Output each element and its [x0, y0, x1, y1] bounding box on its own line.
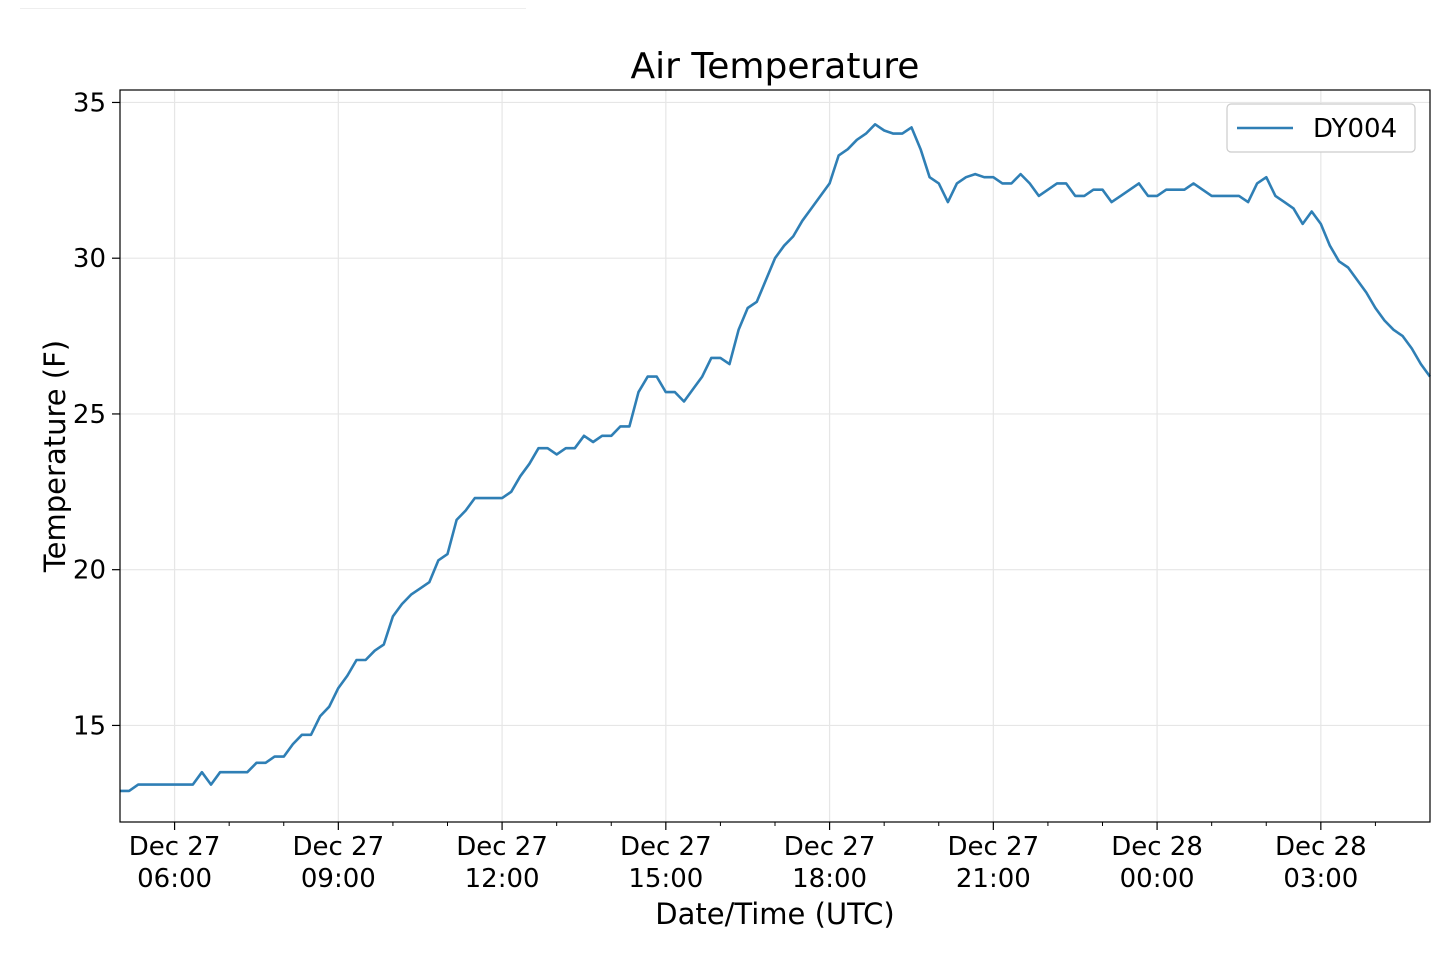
legend-box — [1226, 103, 1416, 153]
x-tick-label-date-7: Dec 28 — [1275, 832, 1367, 862]
x-tick-label-time-5: 21:00 — [956, 864, 1031, 894]
series-line-dy004 — [120, 123, 1432, 793]
chart-title: Air Temperature — [631, 46, 920, 87]
x-tick-label-date-3: Dec 27 — [620, 832, 712, 862]
y-axis-ticks: 15 20 25 30 35 — [73, 88, 120, 741]
x-tick-label-time-3: 15:00 — [628, 864, 703, 894]
x-tick-label-date-6: Dec 28 — [1111, 832, 1203, 862]
x-tick-label-time-1: 09:00 — [301, 864, 376, 894]
x-axis-title: Date/Time (UTC) — [655, 897, 894, 931]
x-tick-label-date-4: Dec 27 — [784, 832, 876, 862]
y-tick-label-4: 35 — [73, 88, 106, 118]
x-tick-label-time-6: 00:00 — [1120, 864, 1195, 894]
x-tick-label-time-4: 18:00 — [792, 864, 867, 894]
series-layer — [120, 123, 1432, 793]
x-tick-label-date-1: Dec 27 — [292, 832, 384, 862]
x-tick-label-date-2: Dec 27 — [456, 832, 548, 862]
x-tick-label-date-5: Dec 27 — [947, 832, 1039, 862]
y-tick-label-0: 15 — [73, 711, 106, 741]
y-axis-title: Temperature (F) — [38, 340, 72, 573]
x-tick-label-time-0: 06:00 — [137, 864, 212, 894]
x-tick-label-date-0: Dec 27 — [129, 832, 221, 862]
legend-label-dy004: DY004 — [1313, 114, 1397, 144]
top-divider-line — [20, 8, 526, 9]
y-tick-label-2: 25 — [73, 400, 106, 430]
grid — [120, 90, 1430, 822]
legend: DY004 — [1226, 103, 1416, 153]
plot-frame — [119, 89, 1431, 823]
y-tick-label-1: 20 — [73, 556, 106, 586]
x-tick-label-time-7: 03:00 — [1283, 864, 1358, 894]
y-tick-label-3: 30 — [73, 244, 106, 274]
x-tick-label-time-2: 12:00 — [465, 864, 540, 894]
